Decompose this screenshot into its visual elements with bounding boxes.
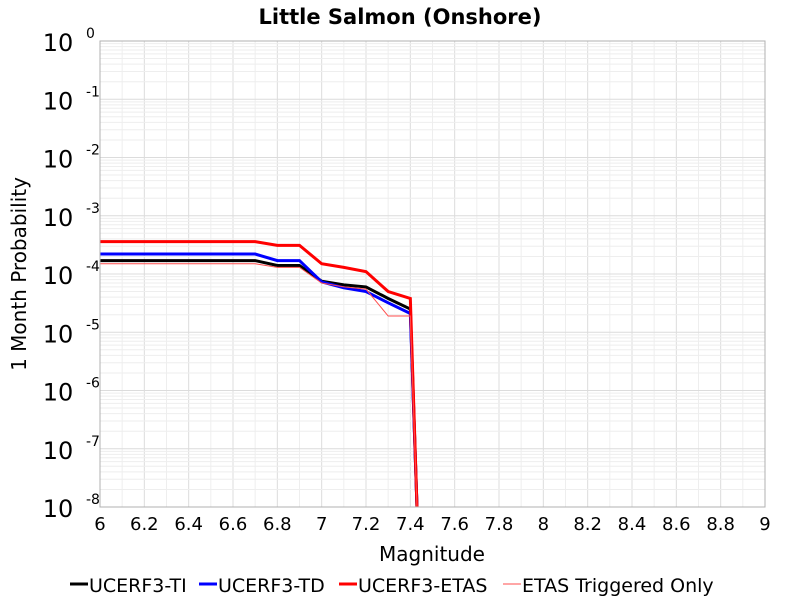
- y-axis-label: 1 Month Probability: [7, 177, 31, 371]
- x-tick-label: 6: [94, 514, 105, 535]
- x-tick-label: 7.2: [352, 514, 381, 535]
- y-tick-label: 10 -2: [43, 143, 100, 174]
- legend-label: UCERF3-TD: [218, 575, 325, 597]
- y-tick-exponent: -1: [86, 84, 100, 100]
- series-line-1: [100, 259, 419, 508]
- y-tick-exponent: -5: [86, 317, 100, 333]
- y-tick-base: 10: [43, 437, 74, 465]
- y-tick-label: 10 -6: [43, 376, 100, 407]
- y-tick-base: 10: [43, 204, 74, 232]
- y-tick-exponent: -4: [86, 259, 100, 275]
- y-tick-label: 10 -4: [43, 259, 100, 290]
- y-tick-base: 10: [43, 495, 74, 523]
- y-tick-base: 10: [43, 146, 74, 174]
- y-tick-label: 10 -5: [43, 317, 100, 348]
- y-tick-label: 10 0: [43, 26, 95, 57]
- legend-label: ETAS Triggered Only: [522, 575, 714, 597]
- x-axis-label: Magnitude: [379, 542, 485, 566]
- y-tick-exponent: -2: [86, 143, 100, 159]
- legend-label: UCERF3-ETAS: [358, 575, 487, 597]
- y-tick-base: 10: [43, 379, 74, 407]
- y-tick-label: 10 -1: [43, 84, 100, 115]
- x-tick-label: 8.6: [662, 514, 691, 535]
- x-tick-label: 8.4: [618, 514, 647, 535]
- x-tick-label: 9: [759, 514, 770, 535]
- y-tick-base: 10: [43, 29, 74, 57]
- x-tick-label: 6.6: [219, 514, 248, 535]
- y-tick-exponent: -8: [86, 492, 100, 508]
- series-line-4: [100, 263, 418, 508]
- x-tick-label: 7.8: [485, 514, 514, 535]
- legend-item: UCERF3-TI: [70, 575, 187, 597]
- y-tick-exponent: 0: [86, 26, 95, 42]
- y-tick-label: 10 -8: [43, 492, 100, 523]
- legend-label: UCERF3-TI: [89, 575, 187, 597]
- legend-item: UCERF3-TD: [199, 575, 325, 597]
- x-tick-label: 8.2: [573, 514, 602, 535]
- x-tick-label: 7: [316, 514, 327, 535]
- y-tick-exponent: -3: [86, 201, 100, 217]
- x-tick-label: 7.6: [440, 514, 469, 535]
- y-tick-labels: 10 0 10 -1 10 -2 10 -3 10 -4 10 -5 10 -6 10 -7 10 -8: [43, 26, 100, 523]
- plot-area-border: [99, 40, 766, 508]
- y-tick-label: 10 -7: [43, 434, 100, 465]
- y-tick-exponent: -7: [86, 434, 100, 450]
- y-tick-label: 10 -3: [43, 201, 100, 232]
- legend-item: UCERF3-ETAS: [339, 575, 487, 597]
- x-tick-label: 8.8: [706, 514, 735, 535]
- x-tick-label: 7.4: [396, 514, 425, 535]
- x-tick-label: 6.8: [263, 514, 292, 535]
- y-tick-base: 10: [43, 320, 74, 348]
- x-tick-label: 6.2: [130, 514, 159, 535]
- y-tick-exponent: -6: [86, 376, 100, 392]
- chart-title: Little Salmon (Onshore): [259, 5, 542, 29]
- y-tick-base: 10: [43, 262, 74, 290]
- legend-item: ETAS Triggered Only: [503, 575, 714, 597]
- grid: [99, 41, 766, 508]
- series-lines: [100, 240, 419, 508]
- y-tick-base: 10: [43, 87, 74, 115]
- series-line-3: [100, 240, 419, 508]
- x-tick-labels: 6 6.2 6.4 6.6 6.8 7 7.2 7.4 7.6 7.8 8 8.2 8.4 8.6 8.8 9: [94, 514, 770, 535]
- x-tick-label: 8: [538, 514, 549, 535]
- legend: UCERF3-TI UCERF3-TD UCERF3-ETAS ETAS Trigge…: [70, 575, 714, 597]
- x-tick-label: 6.4: [174, 514, 203, 535]
